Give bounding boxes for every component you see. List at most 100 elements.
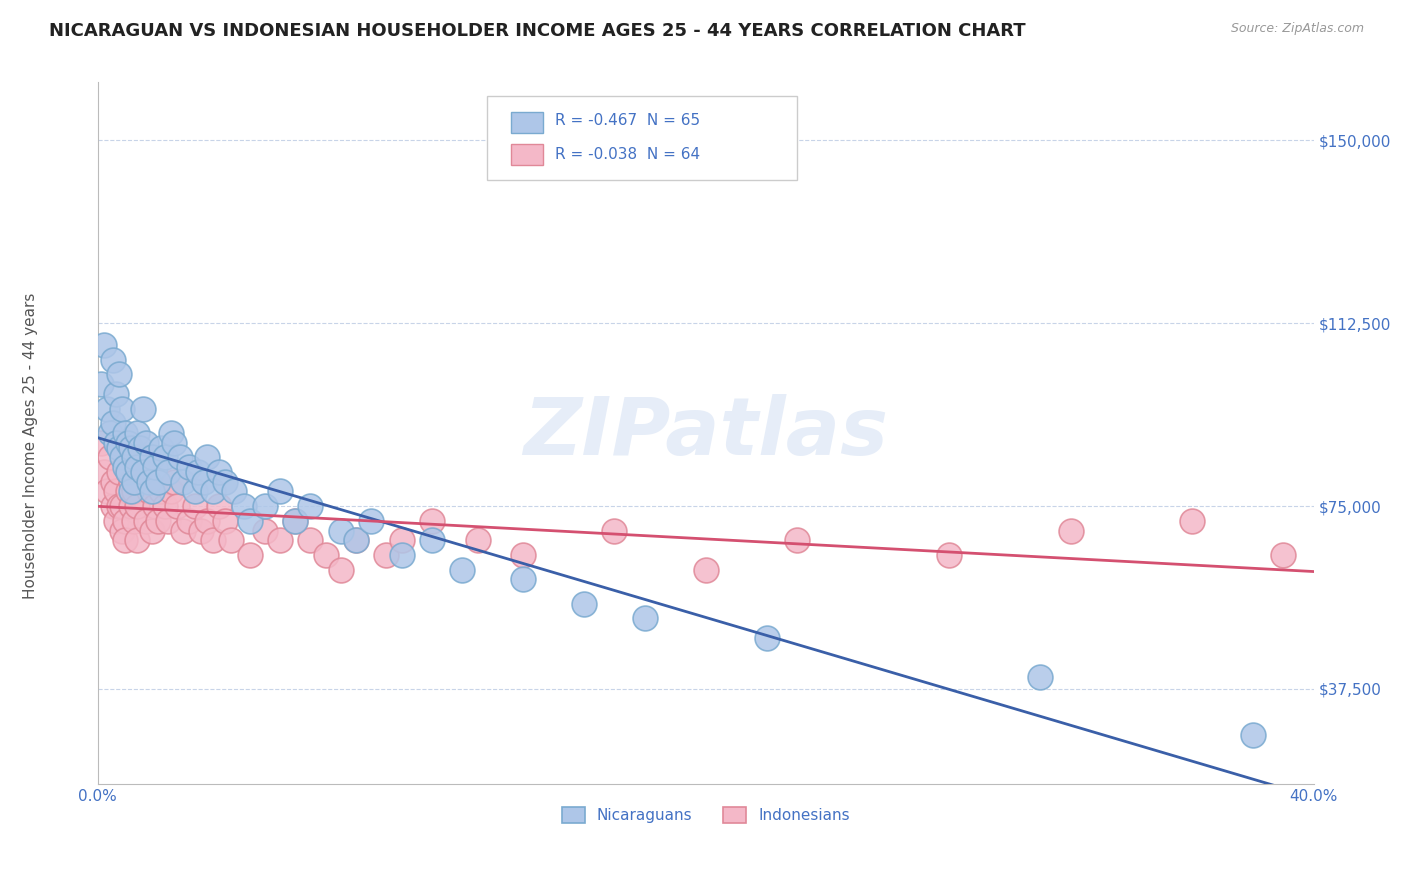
Point: [420, 514, 443, 528]
Point: [329, 524, 352, 538]
Point: [153, 450, 176, 465]
Point: [190, 524, 212, 538]
Point: [127, 425, 149, 440]
Point: [1241, 728, 1264, 742]
Point: [148, 514, 170, 528]
Point: [1272, 548, 1295, 562]
Point: [141, 524, 163, 538]
Point: [938, 548, 960, 562]
Point: [253, 524, 276, 538]
Point: [284, 514, 307, 528]
Point: [93, 338, 115, 352]
Text: Householder Income Ages 25 - 44 years: Householder Income Ages 25 - 44 years: [24, 293, 38, 599]
Point: [177, 514, 200, 528]
Point: [214, 514, 236, 528]
Point: [360, 514, 382, 528]
Point: [132, 401, 155, 416]
Point: [117, 435, 139, 450]
Point: [269, 533, 291, 548]
Point: [1059, 524, 1081, 538]
Point: [156, 465, 179, 479]
Point: [122, 475, 145, 489]
Point: [156, 514, 179, 528]
Point: [138, 475, 160, 489]
Point: [284, 514, 307, 528]
Point: [299, 533, 322, 548]
Point: [208, 465, 231, 479]
Point: [208, 499, 231, 513]
Point: [163, 475, 186, 489]
Point: [145, 499, 167, 513]
Point: [114, 425, 136, 440]
Point: [172, 524, 194, 538]
Point: [117, 465, 139, 479]
Point: [111, 401, 134, 416]
Point: [101, 352, 124, 367]
Point: [108, 499, 131, 513]
Point: [603, 524, 626, 538]
Point: [98, 425, 121, 440]
Point: [184, 499, 207, 513]
Point: [132, 465, 155, 479]
Point: [193, 475, 215, 489]
Point: [344, 533, 367, 548]
Point: [695, 562, 717, 576]
Point: [1181, 514, 1204, 528]
Point: [101, 475, 124, 489]
Text: Source: ZipAtlas.com: Source: ZipAtlas.com: [1230, 22, 1364, 36]
Point: [114, 533, 136, 548]
Point: [104, 484, 127, 499]
Point: [202, 533, 225, 548]
Point: [138, 484, 160, 499]
Point: [90, 435, 112, 450]
Point: [104, 514, 127, 528]
Point: [202, 484, 225, 499]
Legend: Nicaraguans, Indonesians: Nicaraguans, Indonesians: [555, 801, 856, 829]
Point: [90, 377, 112, 392]
Point: [114, 460, 136, 475]
Point: [467, 533, 489, 548]
Point: [451, 562, 474, 576]
Text: R = -0.038  N = 64: R = -0.038 N = 64: [555, 146, 700, 161]
Point: [329, 562, 352, 576]
Point: [120, 475, 142, 489]
Point: [169, 450, 191, 465]
Point: [315, 548, 337, 562]
Point: [177, 460, 200, 475]
Point: [187, 465, 209, 479]
Point: [101, 416, 124, 430]
Point: [108, 465, 131, 479]
FancyBboxPatch shape: [512, 112, 543, 133]
Point: [572, 597, 595, 611]
Point: [127, 460, 149, 475]
Point: [104, 387, 127, 401]
Point: [96, 401, 118, 416]
Point: [111, 524, 134, 538]
Point: [299, 499, 322, 513]
Point: [172, 475, 194, 489]
Point: [145, 460, 167, 475]
Point: [184, 484, 207, 499]
Point: [111, 450, 134, 465]
Point: [195, 514, 218, 528]
Point: [166, 499, 188, 513]
FancyBboxPatch shape: [512, 144, 543, 165]
Point: [755, 631, 778, 645]
Point: [93, 465, 115, 479]
Point: [159, 484, 181, 499]
Point: [120, 441, 142, 455]
Point: [269, 484, 291, 499]
Point: [122, 514, 145, 528]
Point: [148, 475, 170, 489]
Point: [122, 484, 145, 499]
Point: [111, 499, 134, 513]
Point: [239, 514, 262, 528]
Point: [195, 450, 218, 465]
Point: [129, 441, 152, 455]
Point: [129, 465, 152, 479]
Point: [120, 484, 142, 499]
Point: [150, 441, 173, 455]
Point: [122, 450, 145, 465]
Point: [117, 484, 139, 499]
Point: [786, 533, 808, 548]
